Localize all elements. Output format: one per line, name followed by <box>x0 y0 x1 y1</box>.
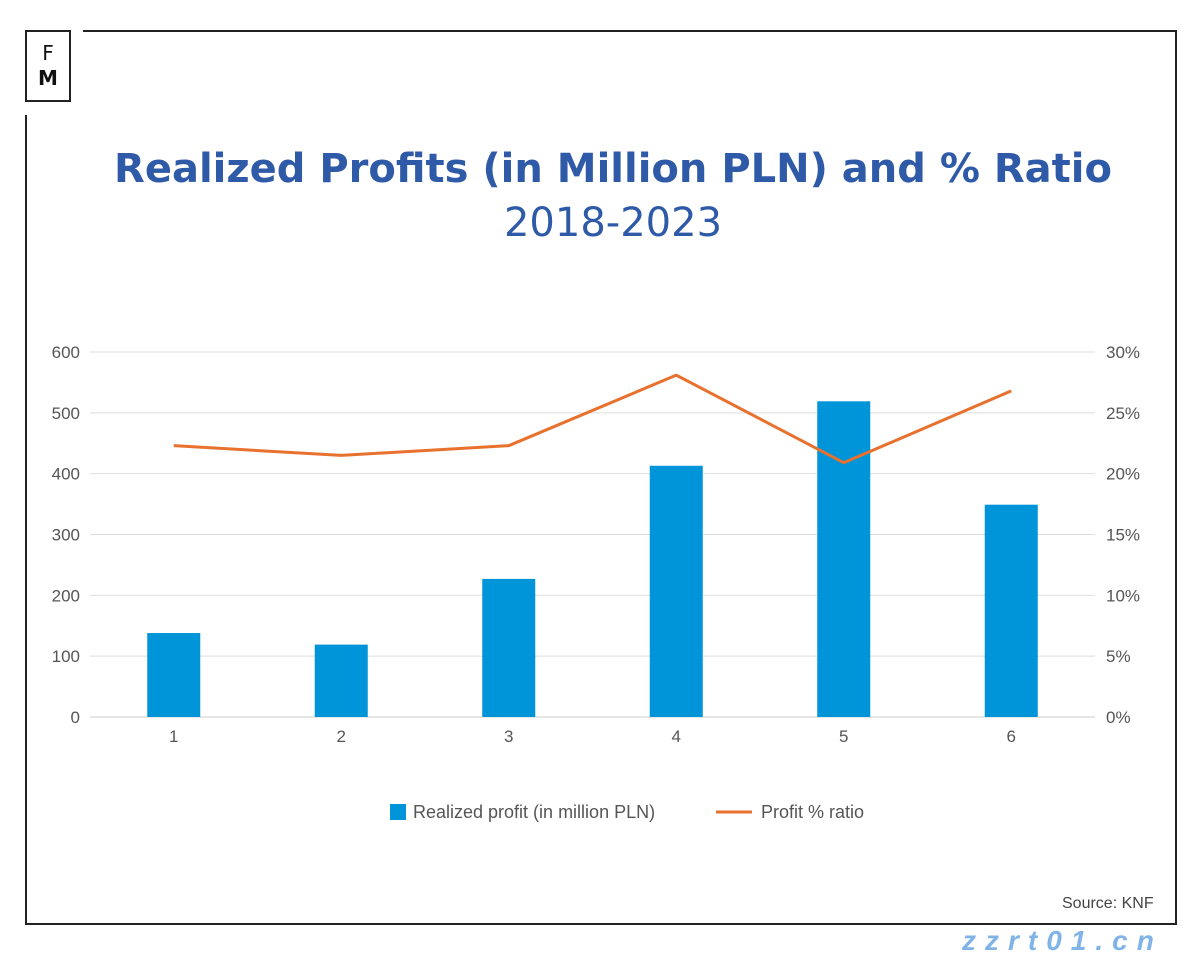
bar <box>817 401 870 717</box>
x-tick-label: 5 <box>839 727 848 746</box>
bar <box>147 633 200 717</box>
x-tick-label: 1 <box>169 727 178 746</box>
watermark: zzrt01.cn <box>962 925 1163 957</box>
y-right-tick-label: 30% <box>1106 343 1140 362</box>
y-left-tick-label: 0 <box>71 708 80 727</box>
y-right-tick-label: 10% <box>1106 586 1140 605</box>
y-left-tick-label: 500 <box>52 404 80 423</box>
y-right-tick-label: 0% <box>1106 708 1131 727</box>
y-right-tick-label: 25% <box>1106 404 1140 423</box>
x-tick-label: 2 <box>337 727 346 746</box>
y-left-tick-label: 400 <box>52 465 80 484</box>
source-note: Source: KNF <box>1062 895 1154 913</box>
profit-ratio-line <box>174 375 1012 463</box>
y-left-tick-label: 200 <box>52 586 80 605</box>
legend-bar-swatch <box>390 804 406 820</box>
x-tick-label: 4 <box>672 727 681 746</box>
y-left-tick-label: 300 <box>52 526 80 545</box>
y-left-tick-label: 100 <box>52 647 80 666</box>
x-tick-label: 3 <box>504 727 513 746</box>
bar <box>315 645 368 717</box>
y-right-tick-label: 20% <box>1106 465 1140 484</box>
y-right-tick-label: 5% <box>1106 647 1131 666</box>
bar <box>482 579 535 717</box>
bar <box>650 466 703 717</box>
y-left-tick-label: 600 <box>52 343 80 362</box>
legend-bar-label: Realized profit (in million PLN) <box>413 802 655 822</box>
bar <box>985 505 1038 717</box>
y-right-tick-label: 15% <box>1106 526 1140 545</box>
legend-line-label: Profit % ratio <box>761 802 864 822</box>
x-tick-label: 6 <box>1007 727 1016 746</box>
